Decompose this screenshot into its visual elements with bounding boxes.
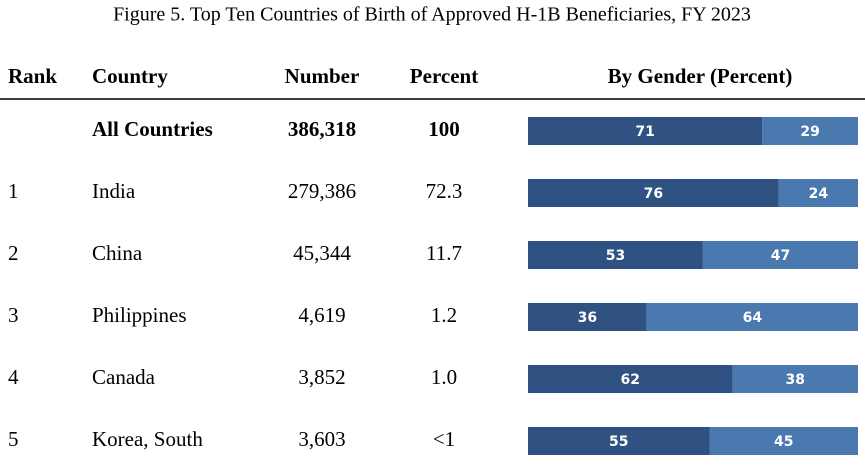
bar-label: 71 [635, 124, 654, 140]
gender-bar [709, 427, 858, 455]
bar-label: 47 [771, 248, 790, 264]
title: Figure 5. Top Ten Countries of Birth of … [113, 4, 751, 26]
number: 3,852 [298, 365, 345, 389]
country: India [92, 179, 136, 203]
rank: 2 [8, 241, 19, 265]
header-cell: Number [285, 64, 360, 88]
rank: 1 [8, 179, 19, 203]
rank: 5 [8, 427, 19, 451]
gender-bar [528, 303, 647, 331]
gender-bar [762, 117, 858, 145]
bar-label: 55 [609, 434, 628, 450]
number: 279,386 [288, 179, 356, 203]
number: 3,603 [298, 427, 345, 451]
bar-label: 45 [774, 434, 793, 450]
percent: <1 [433, 427, 455, 451]
bar-label: 53 [606, 248, 625, 264]
number: 4,619 [298, 303, 345, 327]
country: Philippines [92, 303, 187, 327]
gender-bar [528, 117, 763, 145]
gender-bar [528, 179, 779, 207]
number: 45,344 [293, 241, 351, 265]
header-cell: By Gender (Percent) [608, 64, 793, 88]
bar-label: 64 [743, 310, 763, 326]
bar-label: 36 [578, 310, 597, 326]
bar-label: 24 [809, 186, 829, 202]
gender-bar [528, 365, 733, 393]
gender-bar [732, 365, 858, 393]
rank: 4 [8, 365, 19, 389]
bar-label: 76 [644, 186, 663, 202]
gender-bar [778, 179, 858, 207]
country: China [92, 241, 143, 265]
number: 386,318 [288, 117, 356, 141]
gender-bar [702, 241, 858, 269]
header-cell: Percent [410, 64, 478, 88]
bar-label: 62 [621, 372, 640, 388]
country: Canada [92, 365, 156, 389]
country: All Countries [92, 117, 213, 141]
gender-bar [646, 303, 858, 331]
percent: 1.2 [431, 303, 457, 327]
percent: 11.7 [426, 241, 462, 265]
header-cell: Country [92, 64, 168, 88]
rank: 3 [8, 303, 19, 327]
percent: 1.0 [431, 365, 457, 389]
percent: 100 [428, 117, 460, 141]
bar-label: 29 [800, 124, 819, 140]
percent: 72.3 [426, 179, 463, 203]
country: Korea, South [92, 427, 203, 451]
gender-bar [528, 241, 703, 269]
gender-bar [528, 427, 710, 455]
bar-label: 38 [786, 372, 805, 388]
header-cell: Rank [8, 64, 57, 88]
